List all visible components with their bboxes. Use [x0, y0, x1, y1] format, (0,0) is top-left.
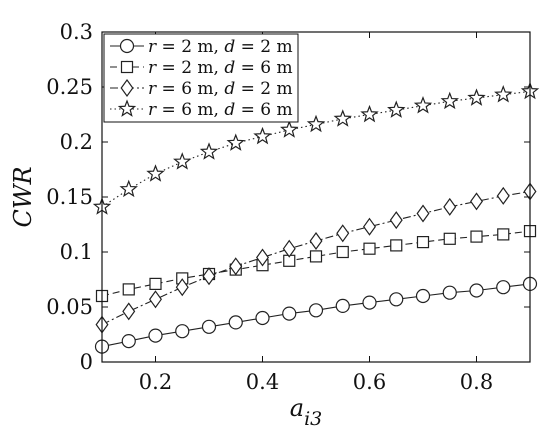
square-marker: [390, 239, 403, 252]
axes-frame: [101, 31, 531, 363]
y-tick-label: 0.15: [46, 185, 93, 209]
circle-marker: [121, 334, 136, 349]
legend-label: r = 2 m, d = 6 m: [148, 58, 293, 78]
diamond-marker: [256, 248, 269, 267]
star-marker: [360, 104, 379, 123]
diamond-marker: [202, 267, 216, 286]
legend-item-2: r = 2 m, d = 6 m: [110, 58, 293, 78]
series-1: [94, 276, 538, 354]
circle-marker: [415, 288, 431, 304]
square-marker: [122, 283, 135, 296]
diamond-marker: [122, 302, 136, 321]
diamond-marker: [496, 186, 510, 205]
diamond-marker: [470, 192, 483, 211]
circle-marker: [335, 298, 350, 313]
x-axis-label-main: a: [290, 394, 304, 422]
star-marker: [494, 85, 513, 103]
y-tick-label: 0.1: [60, 240, 93, 264]
star-marker: [280, 120, 299, 138]
star-marker: [413, 96, 433, 114]
x-tick-label: 0.4: [246, 370, 279, 394]
y-tick-label: 0.2: [60, 130, 93, 154]
square-marker: [120, 60, 134, 74]
star-marker: [467, 88, 486, 106]
square-marker: [497, 228, 510, 241]
y-tick-label: 0.25: [46, 75, 93, 99]
series-3: [95, 182, 537, 334]
series-line: [101, 90, 531, 208]
y-axis-label: CWR: [9, 166, 37, 227]
diamond-marker: [336, 224, 350, 243]
axis-ticks: 0 0.05 0.1 0.15 0.2 0.25 0.3 0.2 0.4 0.6 0.8: [46, 20, 530, 394]
circle-marker: [496, 280, 511, 295]
legend-item-3: r = 6 m, d = 2 m: [110, 78, 293, 99]
diamond-marker: [229, 257, 243, 276]
x-tick-label: 0.6: [353, 370, 386, 394]
star-marker: [333, 109, 352, 127]
y-tick-label: 0.3: [60, 20, 93, 44]
legend-label: r = 2 m, d = 2 m: [148, 37, 293, 57]
x-tick-label: 0.8: [460, 370, 493, 394]
star-marker: [117, 99, 137, 117]
diamond-marker: [175, 278, 189, 297]
x-axis-label: ai3: [290, 394, 322, 430]
circle-marker: [119, 38, 135, 54]
square-marker: [443, 232, 456, 245]
star-marker: [119, 179, 138, 198]
circle-marker: [362, 295, 377, 310]
circle-marker: [148, 328, 163, 343]
square-marker: [149, 277, 162, 290]
square-marker: [470, 230, 483, 243]
diamond-marker: [282, 239, 296, 258]
diamond-marker: [120, 78, 134, 98]
square-marker: [363, 242, 376, 255]
circle-marker: [389, 292, 404, 307]
circle-marker: [308, 303, 324, 318]
diamond-marker: [389, 211, 403, 230]
circle-marker: [282, 306, 297, 321]
square-marker: [336, 245, 349, 259]
legend-label: r = 6 m, d = 6 m: [148, 100, 293, 120]
circle-marker: [228, 315, 243, 330]
circle-marker: [175, 324, 190, 339]
diamond-marker: [309, 231, 323, 251]
x-axis-label-subscript: i3: [304, 408, 322, 430]
star-marker: [306, 114, 326, 133]
diamond-marker: [416, 204, 430, 223]
legend: r = 2 m, d = 2 mr = 2 m, d = 6 mr = 6 m,…: [103, 33, 299, 123]
star-marker: [173, 152, 192, 170]
circle-marker: [255, 310, 270, 326]
square-marker: [309, 250, 323, 263]
y-tick-label: 0.05: [46, 295, 93, 319]
star-marker: [226, 133, 245, 151]
star-marker: [146, 164, 165, 182]
circle-marker: [442, 285, 457, 300]
circle-marker: [201, 319, 217, 334]
y-tick-label: 0: [80, 350, 93, 374]
plot-area: [92, 81, 540, 354]
star-marker: [199, 142, 219, 160]
legend-box: [103, 33, 299, 123]
diamond-marker: [443, 197, 457, 216]
legend-label: r = 6 m, d = 2 m: [148, 79, 293, 99]
legend-item-1: r = 2 m, d = 2 m: [110, 37, 293, 57]
x-tick-label: 0.2: [139, 370, 172, 394]
square-marker: [416, 236, 430, 249]
legend-item-4: r = 6 m, d = 6 m: [110, 99, 293, 120]
diamond-marker: [149, 290, 162, 309]
diamond-marker: [363, 217, 376, 236]
star-marker: [440, 91, 459, 110]
star-marker: [253, 126, 272, 145]
circle-marker: [469, 283, 484, 298]
star-marker: [387, 100, 406, 118]
